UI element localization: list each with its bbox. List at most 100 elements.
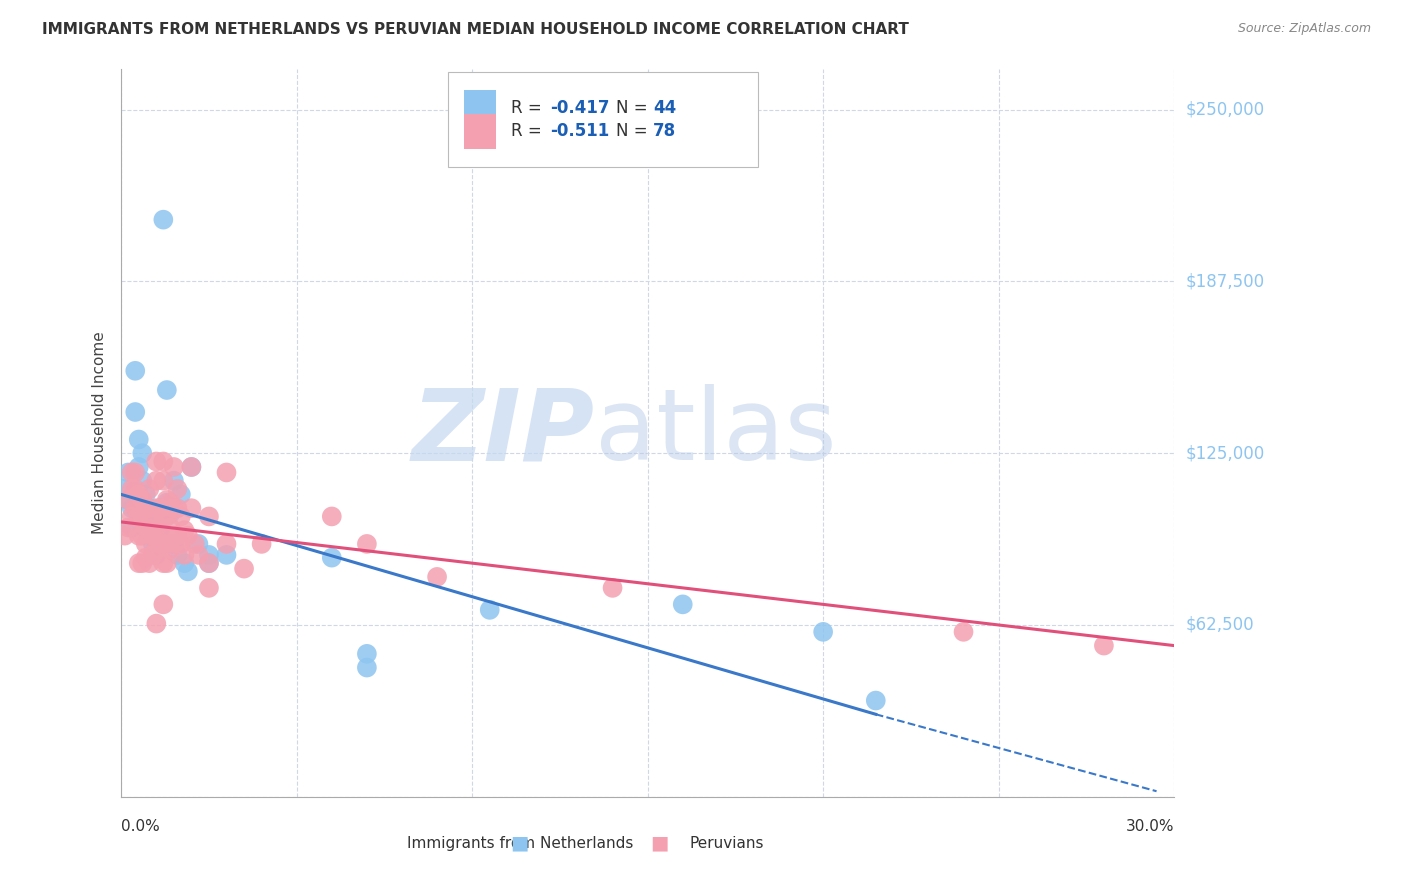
Point: [152, 598, 174, 612]
Point: [121, 482, 143, 496]
Point: [215, 537, 238, 551]
Point: [138, 482, 160, 496]
Point: [170, 509, 193, 524]
Point: [145, 474, 167, 488]
Point: [156, 492, 179, 507]
Point: [173, 523, 195, 537]
Point: [128, 460, 150, 475]
Point: [159, 507, 181, 521]
Point: [156, 537, 179, 551]
FancyBboxPatch shape: [447, 72, 758, 167]
Point: [138, 501, 160, 516]
Point: [152, 212, 174, 227]
Point: [117, 492, 139, 507]
Point: [163, 501, 186, 516]
Point: [170, 487, 193, 501]
Point: [321, 509, 343, 524]
Point: [145, 454, 167, 468]
Point: [131, 492, 153, 507]
Point: [121, 466, 143, 480]
Point: [198, 509, 221, 524]
Point: [131, 556, 153, 570]
Point: [170, 537, 193, 551]
Point: [952, 624, 974, 639]
Point: [128, 509, 150, 524]
Text: N =: N =: [616, 122, 652, 140]
Point: [138, 523, 160, 537]
Point: [215, 466, 238, 480]
Point: [356, 660, 378, 674]
FancyBboxPatch shape: [464, 90, 496, 125]
Point: [145, 501, 167, 516]
Point: [142, 529, 165, 543]
Point: [128, 556, 150, 570]
Point: [117, 520, 139, 534]
Point: [478, 603, 501, 617]
Point: [131, 474, 153, 488]
Point: [163, 537, 186, 551]
Point: [142, 537, 165, 551]
Point: [121, 520, 143, 534]
Point: [865, 693, 887, 707]
Point: [156, 496, 179, 510]
Point: [356, 537, 378, 551]
Point: [177, 529, 200, 543]
Point: [152, 556, 174, 570]
Y-axis label: Median Household Income: Median Household Income: [93, 331, 107, 534]
Point: [145, 548, 167, 562]
Point: [198, 548, 221, 562]
Point: [135, 520, 157, 534]
Point: [117, 466, 139, 480]
Point: [180, 460, 202, 475]
Point: [124, 501, 146, 516]
Point: [128, 487, 150, 501]
Point: [156, 383, 179, 397]
Point: [138, 529, 160, 543]
Point: [672, 598, 695, 612]
Point: [117, 492, 139, 507]
Point: [198, 556, 221, 570]
Point: [198, 556, 221, 570]
Point: [138, 556, 160, 570]
Text: R =: R =: [510, 122, 547, 140]
Point: [128, 433, 150, 447]
Point: [177, 565, 200, 579]
Text: $62,500: $62,500: [1185, 616, 1254, 634]
FancyBboxPatch shape: [464, 113, 496, 149]
Point: [180, 460, 202, 475]
Point: [145, 529, 167, 543]
Point: [124, 466, 146, 480]
Point: [811, 624, 834, 639]
Point: [114, 529, 136, 543]
Text: 78: 78: [652, 122, 676, 140]
Text: ■: ■: [651, 834, 669, 853]
Text: Peruvians: Peruvians: [690, 836, 765, 851]
Point: [187, 537, 209, 551]
Text: -0.511: -0.511: [550, 122, 609, 140]
Point: [233, 561, 256, 575]
Text: IMMIGRANTS FROM NETHERLANDS VS PERUVIAN MEDIAN HOUSEHOLD INCOME CORRELATION CHAR: IMMIGRANTS FROM NETHERLANDS VS PERUVIAN …: [42, 22, 910, 37]
Point: [180, 501, 202, 516]
Point: [198, 581, 221, 595]
Point: [131, 446, 153, 460]
Point: [131, 509, 153, 524]
Point: [163, 460, 186, 475]
Point: [124, 482, 146, 496]
Point: [166, 482, 188, 496]
Point: [184, 537, 207, 551]
Point: [156, 509, 179, 524]
Point: [135, 501, 157, 516]
Point: [149, 501, 172, 516]
Point: [138, 507, 160, 521]
Point: [114, 482, 136, 496]
Point: [142, 509, 165, 524]
Point: [159, 496, 181, 510]
Point: [142, 548, 165, 562]
Point: [156, 556, 179, 570]
Point: [124, 405, 146, 419]
Point: [152, 474, 174, 488]
Point: [135, 487, 157, 501]
Text: ZIP: ZIP: [412, 384, 595, 481]
Point: [145, 520, 167, 534]
Point: [173, 548, 195, 562]
